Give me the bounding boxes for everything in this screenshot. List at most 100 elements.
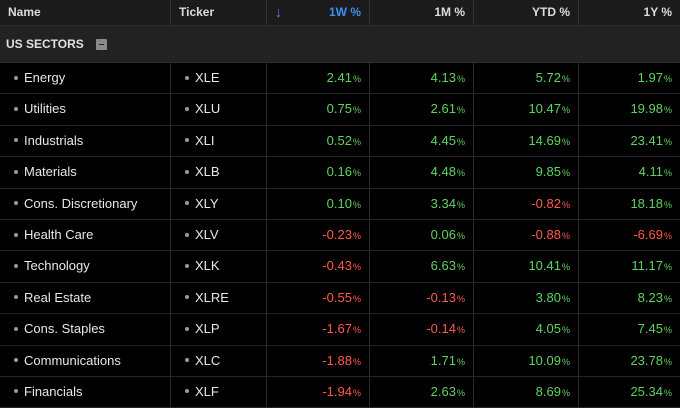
sector-name-cell[interactable]: Materials xyxy=(0,157,171,188)
sector-name: Utilities xyxy=(24,101,66,117)
sector-name-cell[interactable]: Utilities xyxy=(0,94,171,125)
change-value: 8.69 xyxy=(535,383,561,399)
ticker-cell[interactable]: XLI xyxy=(171,125,267,157)
table-row[interactable]: Industrials XLI 0.52% 4.45% 14.69% 23.41% xyxy=(0,125,680,158)
table-row[interactable]: Energy XLE 2.41% 4.13% 5.72% 1.97% xyxy=(0,63,680,95)
sector-name: Industrials xyxy=(24,132,84,148)
percent-sign: % xyxy=(352,199,361,210)
table-row[interactable]: Health Care XLV -0.23% 0.06% -0.88% -6.69% xyxy=(0,219,680,252)
change-1w-cell: -1.67% xyxy=(267,314,370,345)
percent-sign: % xyxy=(663,105,672,116)
change-value: 0.16 xyxy=(326,164,352,180)
change-ytd-cell: 10.47% xyxy=(474,94,579,125)
ticker-cell[interactable]: XLY xyxy=(171,188,267,219)
column-header-ticker[interactable]: Ticker xyxy=(171,0,267,25)
change-1m-cell: 3.34% xyxy=(370,188,474,219)
percent-sign: % xyxy=(663,74,672,84)
column-header-name[interactable]: Name xyxy=(0,0,171,25)
change-value: 4.45 xyxy=(430,132,456,148)
sector-name-cell[interactable]: Technology xyxy=(0,251,171,282)
column-header-1m[interactable]: 1M % xyxy=(370,0,474,25)
ticker-cell[interactable]: XLV xyxy=(171,219,267,251)
sector-name-cell[interactable]: Financials xyxy=(0,376,171,408)
table-row[interactable]: Financials XLF -1.94% 2.63% 8.69% 25.34% xyxy=(0,376,680,408)
bullet-icon xyxy=(14,232,18,237)
column-header-1y[interactable]: 1Y % xyxy=(643,5,672,19)
ticker-cell[interactable]: XLU xyxy=(171,94,267,125)
table-row[interactable]: Real Estate XLRE -0.55% -0.13% 3.80% 8.23% xyxy=(0,282,680,315)
sector-name-cell[interactable]: Cons. Staples xyxy=(0,314,171,345)
ticker-cell[interactable]: XLB xyxy=(171,157,267,188)
bullet-icon xyxy=(185,232,189,237)
percent-sign: % xyxy=(663,356,672,367)
change-1m-cell: 4.13% xyxy=(370,63,474,94)
column-header-1w[interactable]: ↓ 1W % xyxy=(267,0,370,25)
change-ytd-cell: 8.69% xyxy=(474,376,579,408)
table-row[interactable]: Utilities XLU 0.75% 2.61% 10.47% 19.98% xyxy=(0,94,680,126)
sector-name-cell[interactable]: Health Care xyxy=(0,219,171,251)
sector-name: Communications xyxy=(24,352,121,368)
change-1m-cell: 2.63% xyxy=(370,376,474,408)
sector-name-cell[interactable]: Real Estate xyxy=(0,282,171,314)
group-label: US SECTORS xyxy=(6,37,84,51)
sector-name-cell[interactable]: Cons. Discretionary xyxy=(0,188,171,219)
ticker-cell[interactable]: XLC xyxy=(171,345,267,376)
percent-sign: % xyxy=(663,230,672,241)
change-value: 2.63 xyxy=(430,383,456,399)
change-1m-cell: -0.14% xyxy=(370,314,474,345)
arrow-down-icon[interactable]: ↓ xyxy=(275,4,282,20)
sector-name-cell[interactable]: Communications xyxy=(0,345,171,376)
percent-sign: % xyxy=(663,136,672,147)
percent-sign: % xyxy=(561,262,570,273)
sector-name: Materials xyxy=(24,164,77,180)
change-value: 4.05 xyxy=(535,321,561,337)
percent-sign: % xyxy=(352,293,361,304)
change-value: -1.67 xyxy=(322,321,352,337)
sector-name-cell[interactable]: Energy xyxy=(0,63,171,94)
change-1y-cell: 18.18% xyxy=(579,189,680,219)
percent-sign: % xyxy=(456,230,465,241)
table-row[interactable]: Materials XLB 0.16% 4.48% 9.85% 4.11% xyxy=(0,157,680,189)
change-value: -0.55 xyxy=(322,289,352,305)
change-value: 11.17 xyxy=(631,258,663,274)
ticker-cell[interactable]: XLF xyxy=(171,376,267,408)
percent-sign: % xyxy=(561,105,570,116)
change-value: 4.48 xyxy=(430,164,456,180)
change-1w-cell: 0.10% xyxy=(267,188,370,219)
bullet-icon xyxy=(185,75,189,80)
change-value: -0.88 xyxy=(531,226,561,242)
change-value: -1.94 xyxy=(322,383,352,399)
table-row[interactable]: Communications XLC -1.88% 1.71% 10.09% 23.78% xyxy=(0,345,680,377)
percent-sign: % xyxy=(663,293,672,304)
table-row[interactable]: Cons. Staples XLP -1.67% -0.14% 4.05% 7.45% xyxy=(0,314,680,346)
percent-sign: % xyxy=(352,168,361,179)
change-1y-cell: 25.34% xyxy=(579,377,680,407)
ticker-symbol: XLC xyxy=(195,352,221,368)
change-value: 0.75 xyxy=(326,101,352,117)
percent-sign: % xyxy=(663,387,672,398)
ticker-cell[interactable]: XLE xyxy=(171,63,267,94)
ticker-cell[interactable]: XLP xyxy=(171,314,267,345)
change-1m-cell: 1.71% xyxy=(370,345,474,376)
change-1w-cell: 0.75% xyxy=(267,94,370,125)
ticker-symbol: XLU xyxy=(195,101,221,117)
table-row[interactable]: Cons. Discretionary XLY 0.10% 3.34% -0.82% 18… xyxy=(0,188,680,220)
bullet-icon xyxy=(14,326,18,331)
ticker-cell[interactable]: XLK xyxy=(171,251,267,282)
sector-name: Real Estate xyxy=(24,289,92,305)
change-1y-cell: 1.97% xyxy=(579,63,680,93)
percent-sign: % xyxy=(561,293,570,304)
minus-box-icon[interactable] xyxy=(95,38,107,50)
percent-sign: % xyxy=(561,387,570,398)
percent-sign: % xyxy=(561,199,570,210)
change-ytd-cell: 3.80% xyxy=(474,282,579,314)
sector-name-cell[interactable]: Industrials xyxy=(0,125,171,157)
percent-sign: % xyxy=(456,356,465,367)
column-header-ytd[interactable]: YTD % xyxy=(474,0,579,25)
percent-sign: % xyxy=(663,325,672,336)
ticker-cell[interactable]: XLRE xyxy=(171,282,267,314)
change-value: -0.14 xyxy=(426,321,456,337)
table-row[interactable]: Technology XLK -0.43% 6.63% 10.41% 11.17% xyxy=(0,251,680,283)
percent-sign: % xyxy=(456,168,465,179)
bullet-icon xyxy=(14,201,18,206)
